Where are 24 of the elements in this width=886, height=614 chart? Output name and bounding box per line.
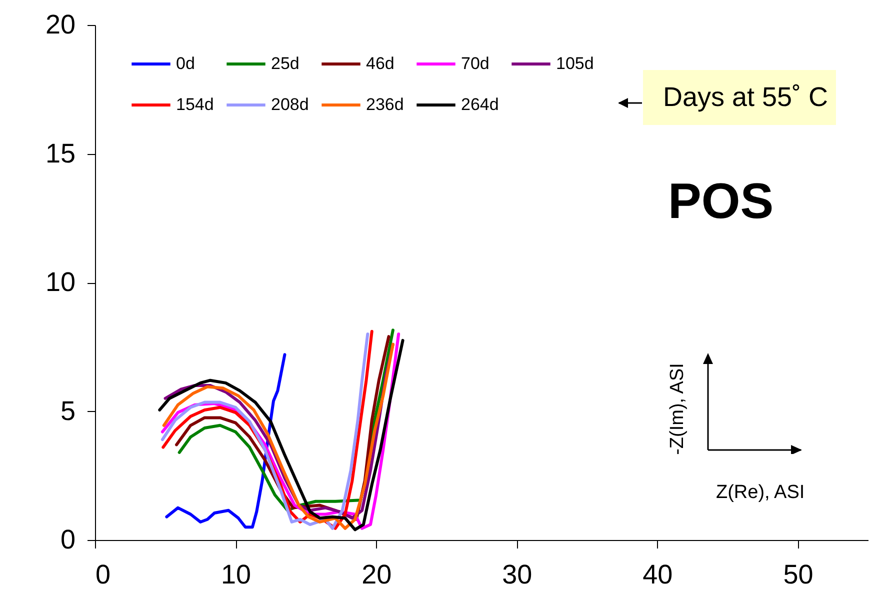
x-tick-label: 50 [783, 560, 814, 590]
y-axis-title: -Z(Im), ASI [666, 363, 689, 455]
legend-label: 154d [176, 95, 214, 114]
legend-label: 46d [366, 54, 394, 73]
y-tick-label: 20 [45, 10, 76, 40]
x-tick-label: 10 [221, 560, 252, 590]
y-tick-label: 15 [45, 138, 76, 168]
legend-label: 25d [271, 54, 300, 73]
x-tick-label: 30 [502, 560, 532, 590]
x-tick-label: 0 [96, 560, 111, 590]
legend-label: 0d [176, 54, 195, 73]
y-tick-label: 10 [45, 267, 76, 297]
legend-label: 236d [366, 95, 404, 114]
legend-label: 208d [271, 95, 309, 114]
annotation: Days at 55˚ C [643, 70, 836, 125]
x-axis-title: Z(Re), ASI [716, 482, 805, 504]
annotation: POS [668, 172, 774, 230]
x-tick-label: 20 [362, 560, 392, 590]
legend-label: 70d [461, 54, 490, 73]
x-tick-label: 40 [642, 560, 673, 590]
y-tick-label: 5 [60, 396, 76, 426]
legend-label: 264d [461, 95, 499, 114]
legend-label: 105d [556, 54, 594, 73]
y-tick-label: 0 [60, 524, 76, 554]
